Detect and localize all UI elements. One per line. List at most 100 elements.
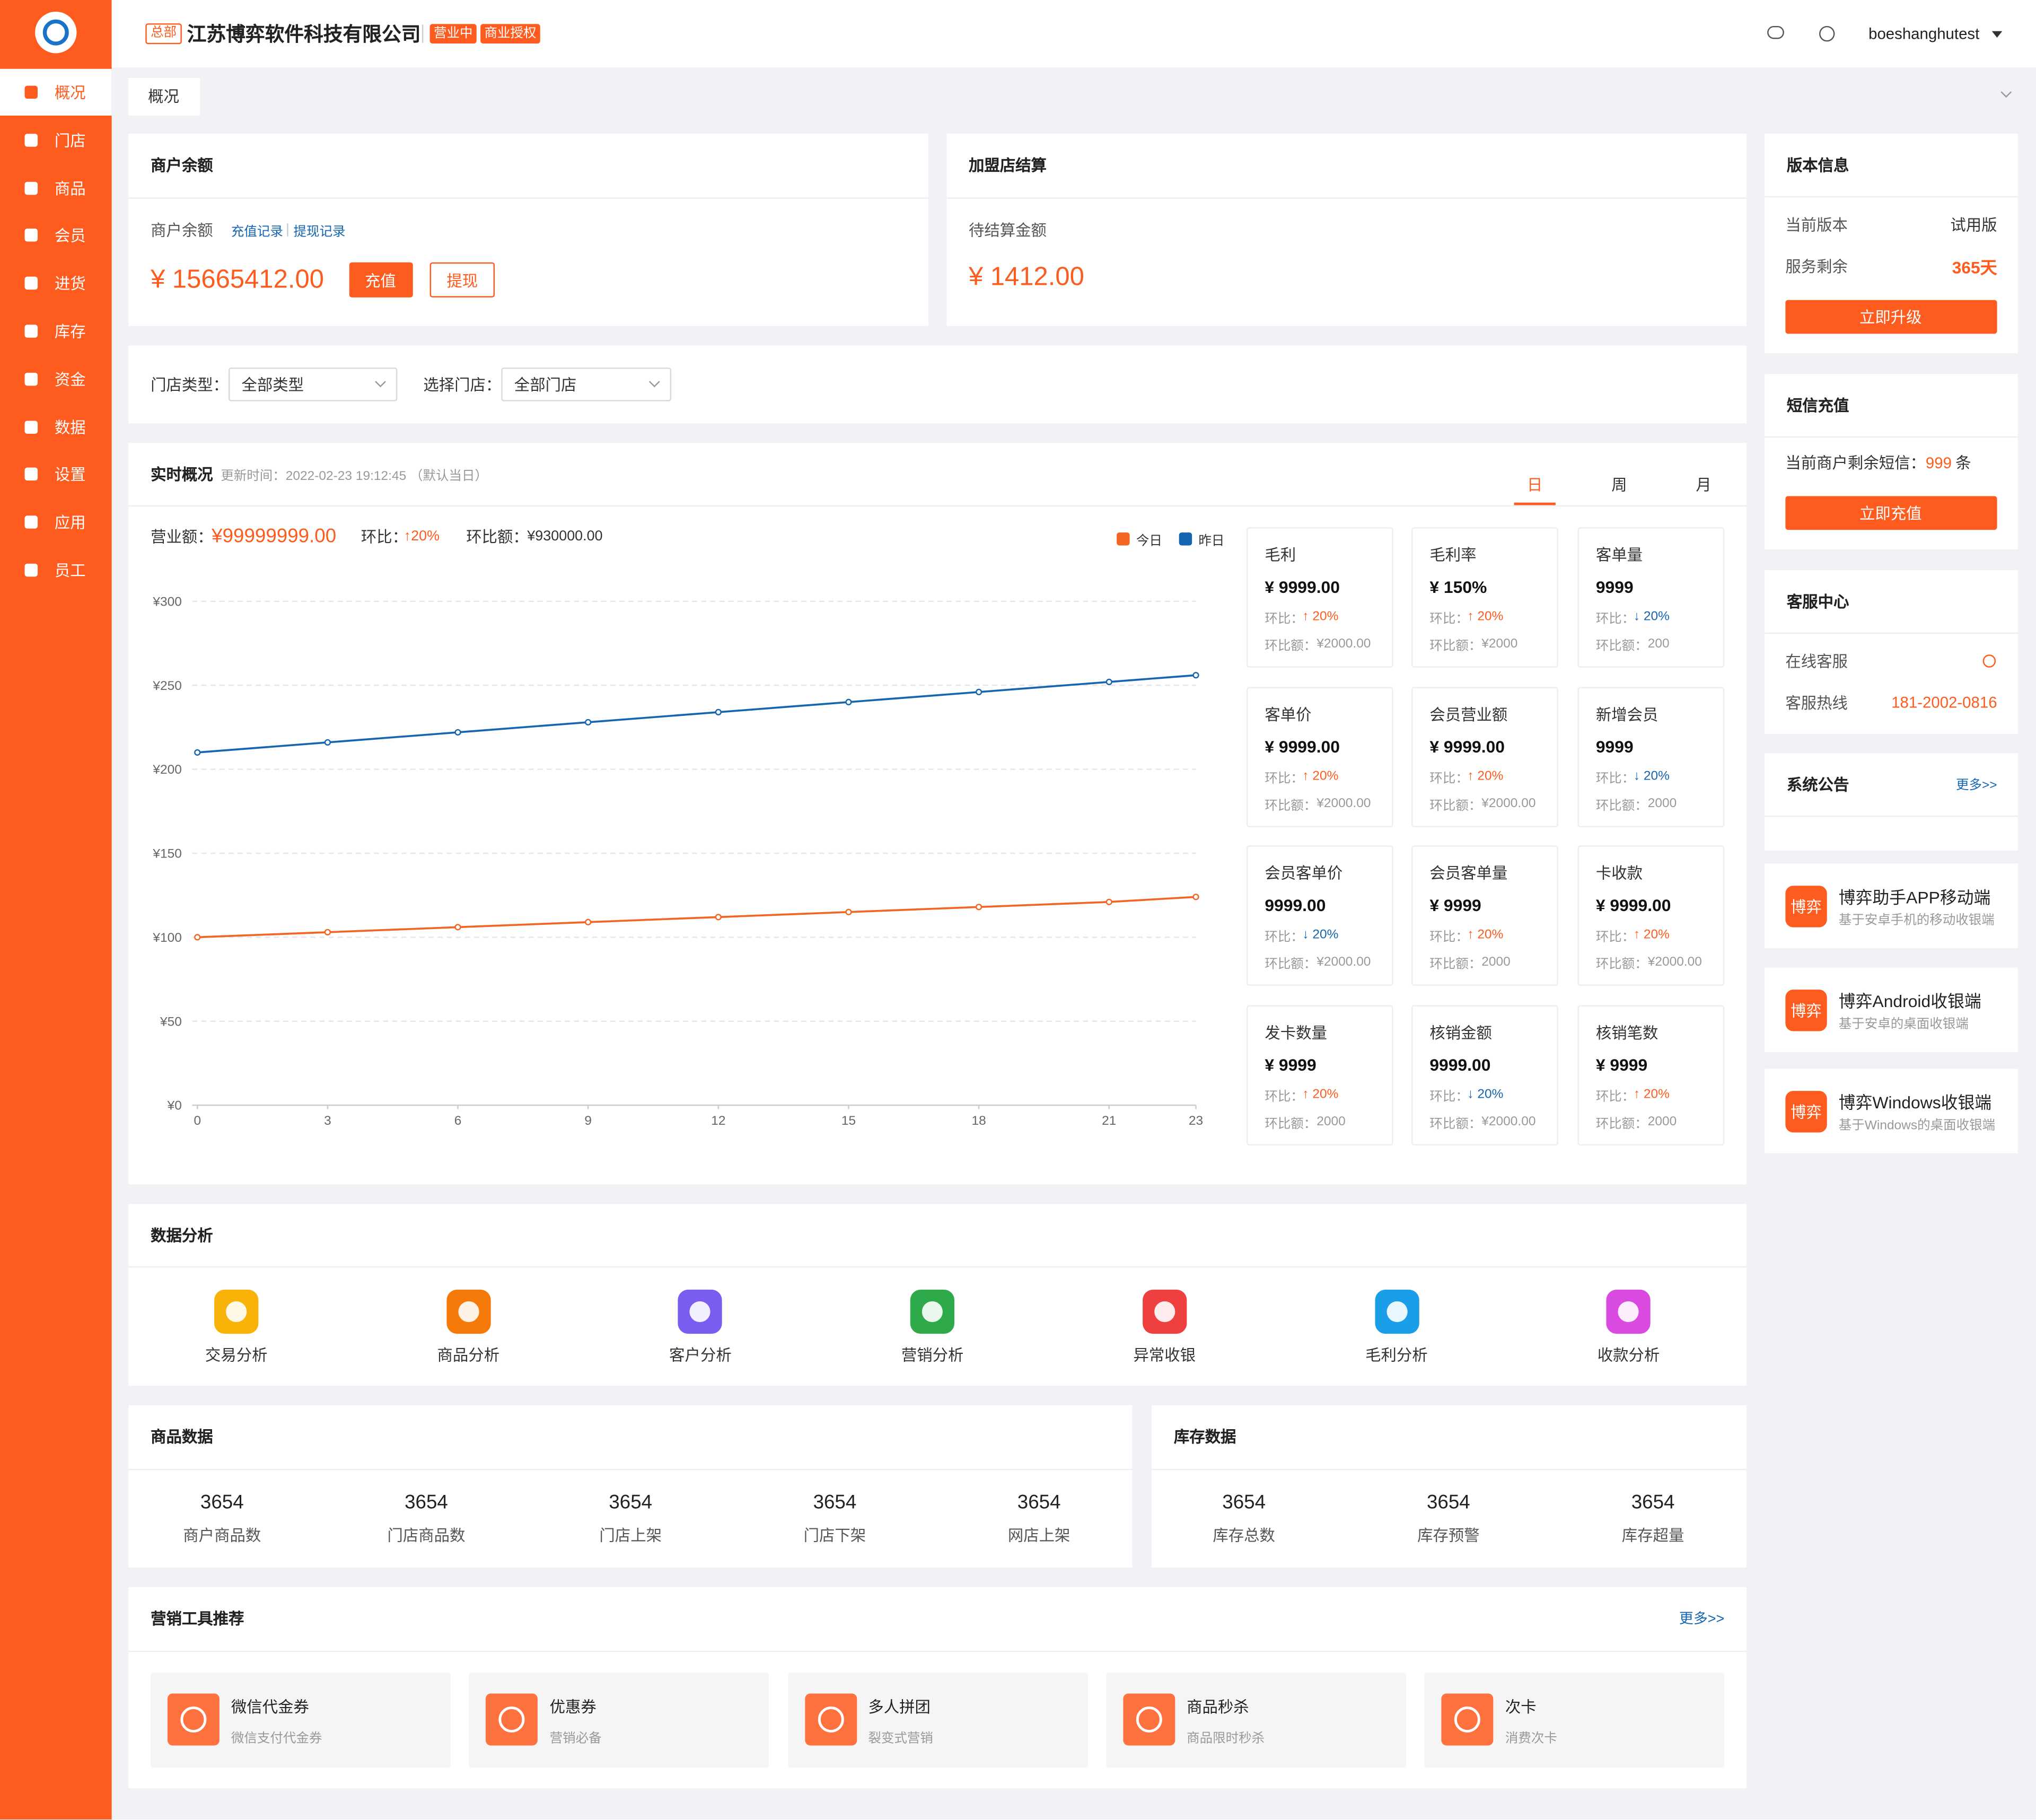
card-title: 版本信息 <box>1786 156 1849 175</box>
card-title: 库存数据 <box>1173 1428 1236 1446</box>
stat-change: ↑ 20% <box>1302 609 1339 624</box>
card-title: 加盟店结算 <box>968 156 1047 175</box>
stat-amount: 2000 <box>1481 955 1511 970</box>
menu-active-bg <box>0 68 112 116</box>
menu-item[interactable]: 员工 <box>54 562 86 580</box>
period-tab[interactable]: 日 <box>1527 476 1543 494</box>
label: 当前版本 <box>1785 216 1848 235</box>
select[interactable] <box>229 368 398 401</box>
stat-value: ¥ 9999 <box>1429 895 1481 915</box>
label: 待结算金额 <box>968 221 1047 240</box>
more-link[interactable]: 更多>> <box>1955 778 1997 793</box>
stat-label: 会员客单价 <box>1265 864 1343 883</box>
stat-label: 客单量 <box>1595 546 1643 565</box>
label: 环比： <box>1429 1090 1469 1105</box>
menu-item[interactable]: 数据 <box>54 418 86 437</box>
metric-label: 门店商品数 <box>387 1526 466 1545</box>
label: 环比： <box>1429 772 1469 786</box>
menu-icon <box>24 85 38 99</box>
link[interactable]: 充值记录 <box>231 225 283 240</box>
label: 环比额： <box>1595 1117 1648 1132</box>
stat-card <box>1577 845 1725 986</box>
menu-item[interactable]: 应用 <box>54 514 86 532</box>
period-tab[interactable]: 周 <box>1611 476 1627 494</box>
headset-icon[interactable] <box>1982 654 1996 668</box>
button[interactable] <box>349 262 413 298</box>
status-tag: 商业授权 <box>480 24 540 44</box>
menu-icon <box>24 468 38 482</box>
button[interactable] <box>429 262 495 298</box>
label: 条 <box>1955 453 1971 472</box>
analysis-label[interactable]: 收款分析 <box>1597 1346 1660 1364</box>
menu-item[interactable]: 商品 <box>54 179 86 198</box>
button[interactable] <box>1785 496 1997 530</box>
app-icon <box>1785 1091 1827 1133</box>
button[interactable] <box>1785 300 1997 334</box>
analysis-label[interactable]: 商品分析 <box>437 1346 500 1364</box>
label: 环比： <box>1265 612 1304 627</box>
stat-label: 毛利率 <box>1429 546 1477 565</box>
icon-glyph <box>817 1706 844 1732</box>
caret <box>1991 31 2003 38</box>
icon-glyph <box>1154 1301 1175 1323</box>
tab-label[interactable]: 概况 <box>148 88 179 106</box>
card-title: 短信充值 <box>1786 397 1849 415</box>
link[interactable]: 提现记录 <box>293 225 346 240</box>
select[interactable] <box>501 368 672 401</box>
stat-label: 核销金额 <box>1429 1024 1492 1043</box>
tool-title: 次卡 <box>1505 1698 1537 1717</box>
tool-subtitle: 消费次卡 <box>1505 1731 1557 1746</box>
card <box>128 443 1747 1185</box>
metric-value: 3654 <box>1631 1491 1675 1514</box>
label: 环比额： <box>1429 958 1482 973</box>
stat-card <box>1411 1005 1558 1146</box>
cloud-icon[interactable] <box>1767 25 1784 39</box>
icon-glyph <box>226 1301 247 1323</box>
analysis-label[interactable]: 毛利分析 <box>1365 1346 1428 1364</box>
more-link[interactable]: 更多>> <box>1679 1612 1725 1628</box>
divider <box>128 505 1747 507</box>
card-title: 商品数据 <box>151 1428 213 1446</box>
amount: ¥ 1412.00 <box>968 262 1084 292</box>
menu-item[interactable]: 进货 <box>54 275 86 293</box>
metric-label: 商户商品数 <box>183 1526 261 1545</box>
label: 环比额： <box>1265 958 1317 973</box>
card <box>128 345 1747 424</box>
headset-icon[interactable] <box>1819 25 1835 42</box>
menu-item[interactable]: 资金 <box>54 370 86 389</box>
menu-item[interactable]: 库存 <box>54 322 86 341</box>
menu-item[interactable]: 设置 <box>54 466 86 485</box>
button-label: 立即充值 <box>1859 504 1922 523</box>
stat-change: ↑ 20% <box>1467 769 1504 784</box>
update-time: 更新时间：2022-02-23 19:12:45 （默认当日） <box>221 469 488 484</box>
button-label: 立即升级 <box>1859 308 1922 327</box>
label: 环比额： <box>466 528 529 546</box>
username[interactable]: boeshanghutest <box>1868 24 1980 43</box>
card <box>1152 1405 1747 1568</box>
label: 商户余额 <box>151 221 213 240</box>
divider <box>946 197 1747 199</box>
analysis-label[interactable]: 异常收银 <box>1133 1346 1196 1364</box>
label: 环比额： <box>1595 958 1648 973</box>
analysis-label[interactable]: 客户分析 <box>669 1346 732 1364</box>
stat-change: ↑ 20% <box>1302 1088 1339 1102</box>
analysis-label[interactable]: 交易分析 <box>205 1346 268 1364</box>
menu-item[interactable]: 门店 <box>54 132 86 150</box>
label: 服务剩余 <box>1785 258 1848 276</box>
stat-value: ¥ 9999 <box>1265 1055 1317 1075</box>
menu-item[interactable]: 概况 <box>54 83 86 102</box>
stat-value: ¥ 9999.00 <box>1265 737 1340 757</box>
menu-item[interactable]: 会员 <box>54 227 86 246</box>
value: 365天 <box>1952 258 1997 277</box>
card <box>946 134 1747 326</box>
app-icon-text: 博弈 <box>1791 1103 1822 1122</box>
period-tab[interactable]: 月 <box>1696 476 1712 494</box>
analysis-label[interactable]: 营销分析 <box>901 1346 964 1364</box>
menu-icon <box>24 325 38 338</box>
period-underline <box>1514 502 1556 505</box>
icon-glyph <box>1454 1706 1481 1732</box>
label: 环比额： <box>1265 799 1317 814</box>
label: 环比额： <box>1265 640 1317 654</box>
app-title: 博弈助手APP移动端 <box>1838 887 1991 907</box>
